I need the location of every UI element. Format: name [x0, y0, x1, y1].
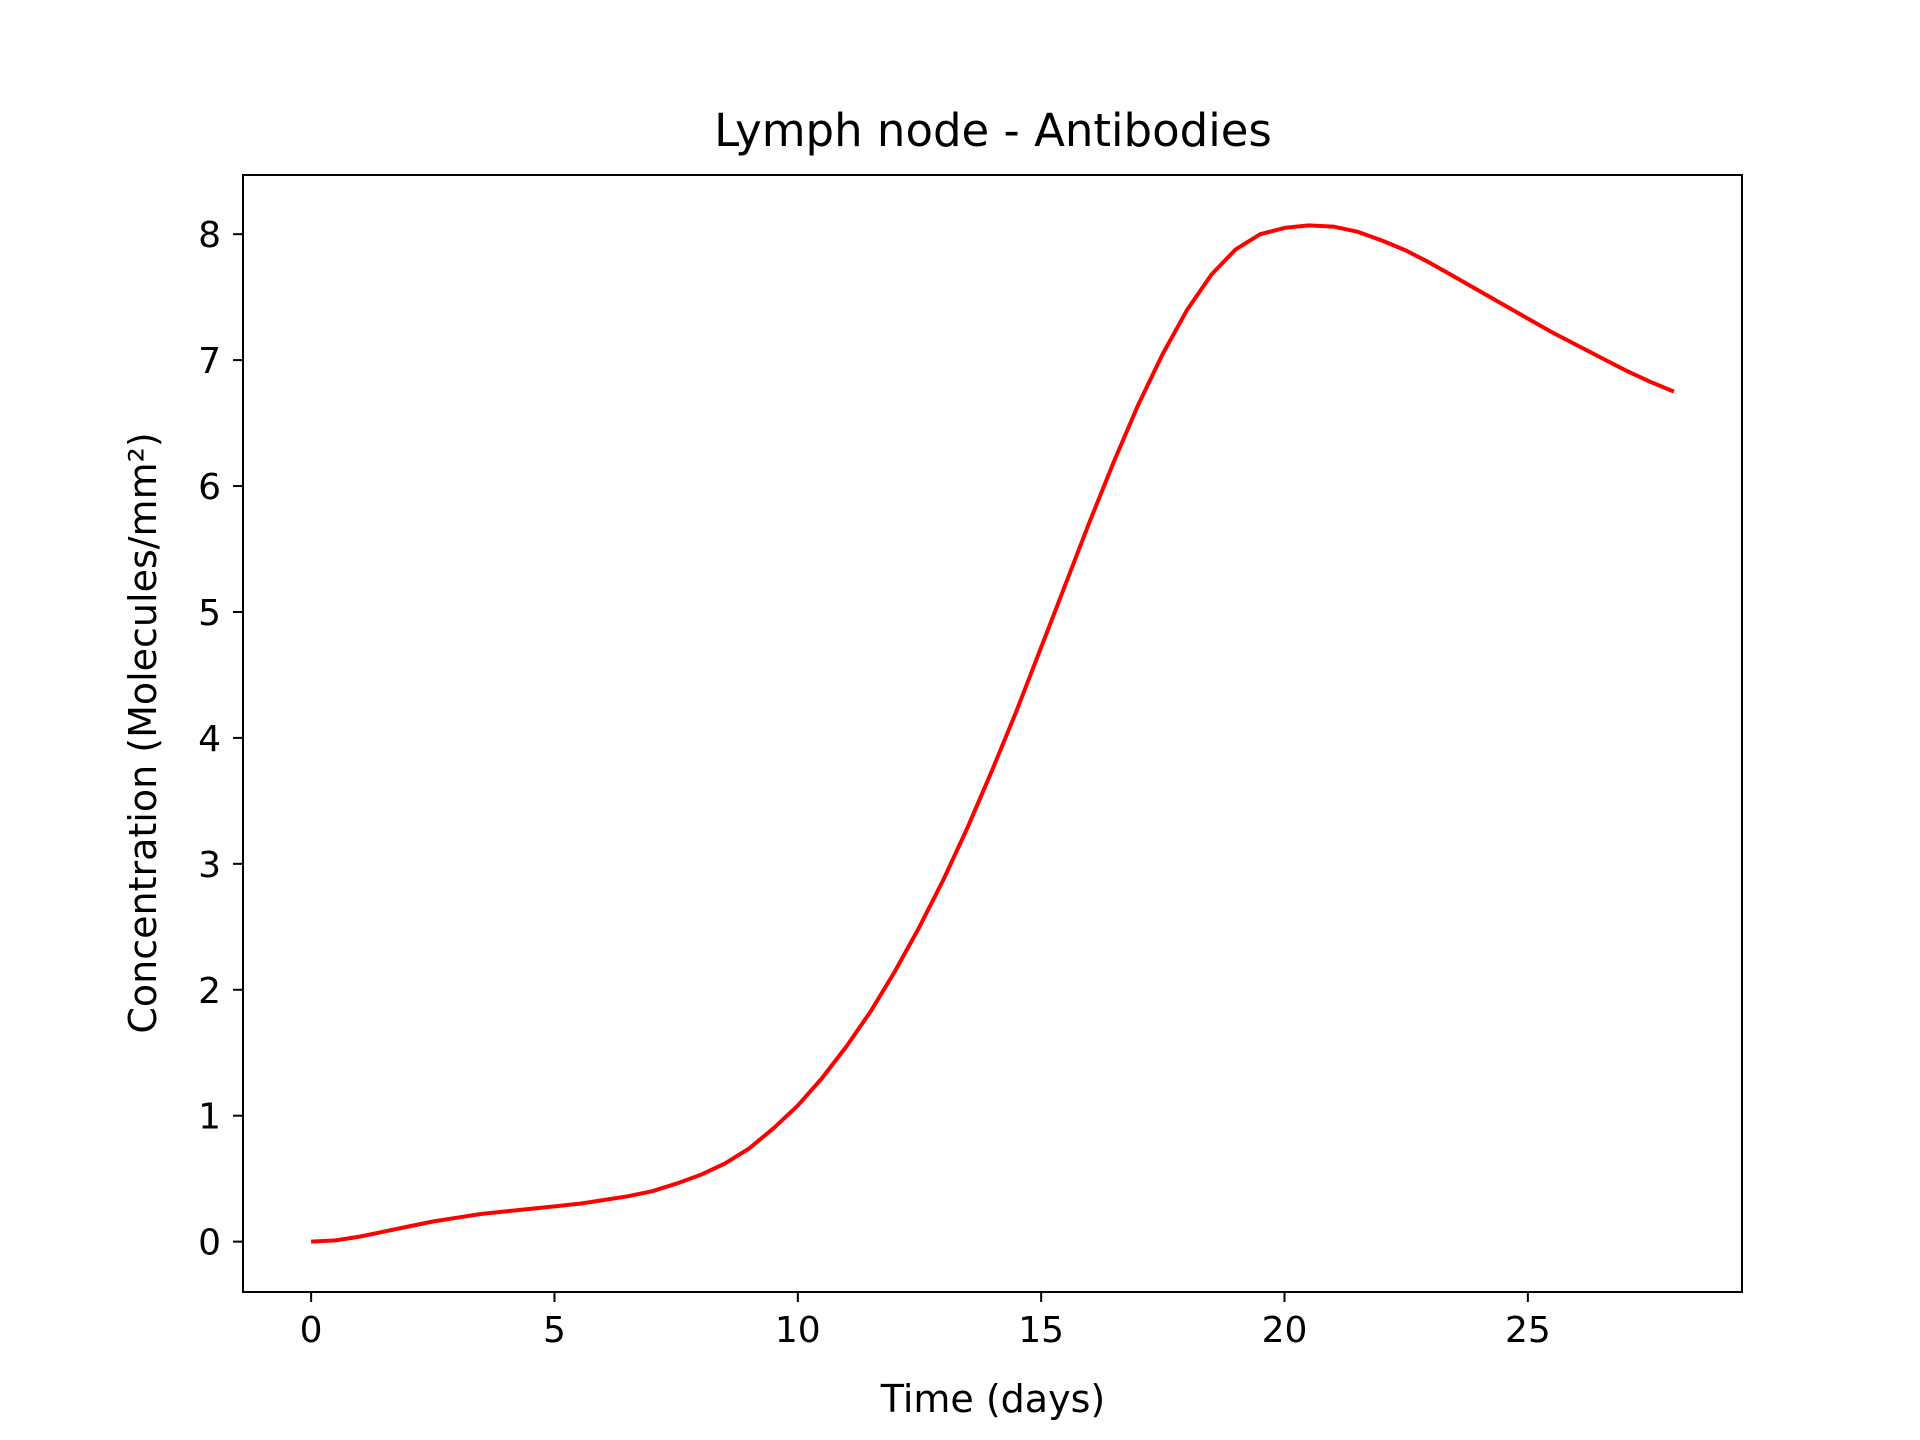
series-line — [311, 223, 1675, 1244]
x-axis-ticks: 0 5 10 15 20 25 — [300, 1292, 1551, 1351]
y-tick-label: 8 — [198, 215, 221, 256]
y-tick-label: 0 — [198, 1223, 221, 1264]
x-tick-label: 20 — [1262, 1310, 1308, 1351]
x-axis-label: Time (days) — [880, 1377, 1105, 1421]
y-tick-label: 6 — [198, 467, 221, 508]
x-tick-label: 25 — [1505, 1310, 1551, 1351]
y-tick-label: 7 — [198, 341, 221, 382]
y-tick-label: 5 — [198, 593, 221, 634]
x-tick-label: 10 — [775, 1310, 821, 1351]
plot-area-frame — [242, 174, 1743, 1293]
x-tick-label: 5 — [543, 1310, 566, 1351]
y-axis-label: Concentration (Molecules/mm²) — [121, 432, 165, 1033]
x-tick-label: 15 — [1018, 1310, 1064, 1351]
chart-title: Lymph node - Antibodies — [714, 104, 1272, 157]
y-tick-label: 4 — [198, 719, 221, 760]
y-tick-label: 1 — [198, 1097, 221, 1138]
series-layer — [311, 223, 1675, 1244]
y-axis-ticks: 0 1 2 3 4 5 6 7 8 — [198, 215, 243, 1264]
x-tick-label: 0 — [300, 1310, 323, 1351]
y-tick-label: 3 — [198, 845, 221, 886]
y-tick-label: 2 — [198, 971, 221, 1012]
